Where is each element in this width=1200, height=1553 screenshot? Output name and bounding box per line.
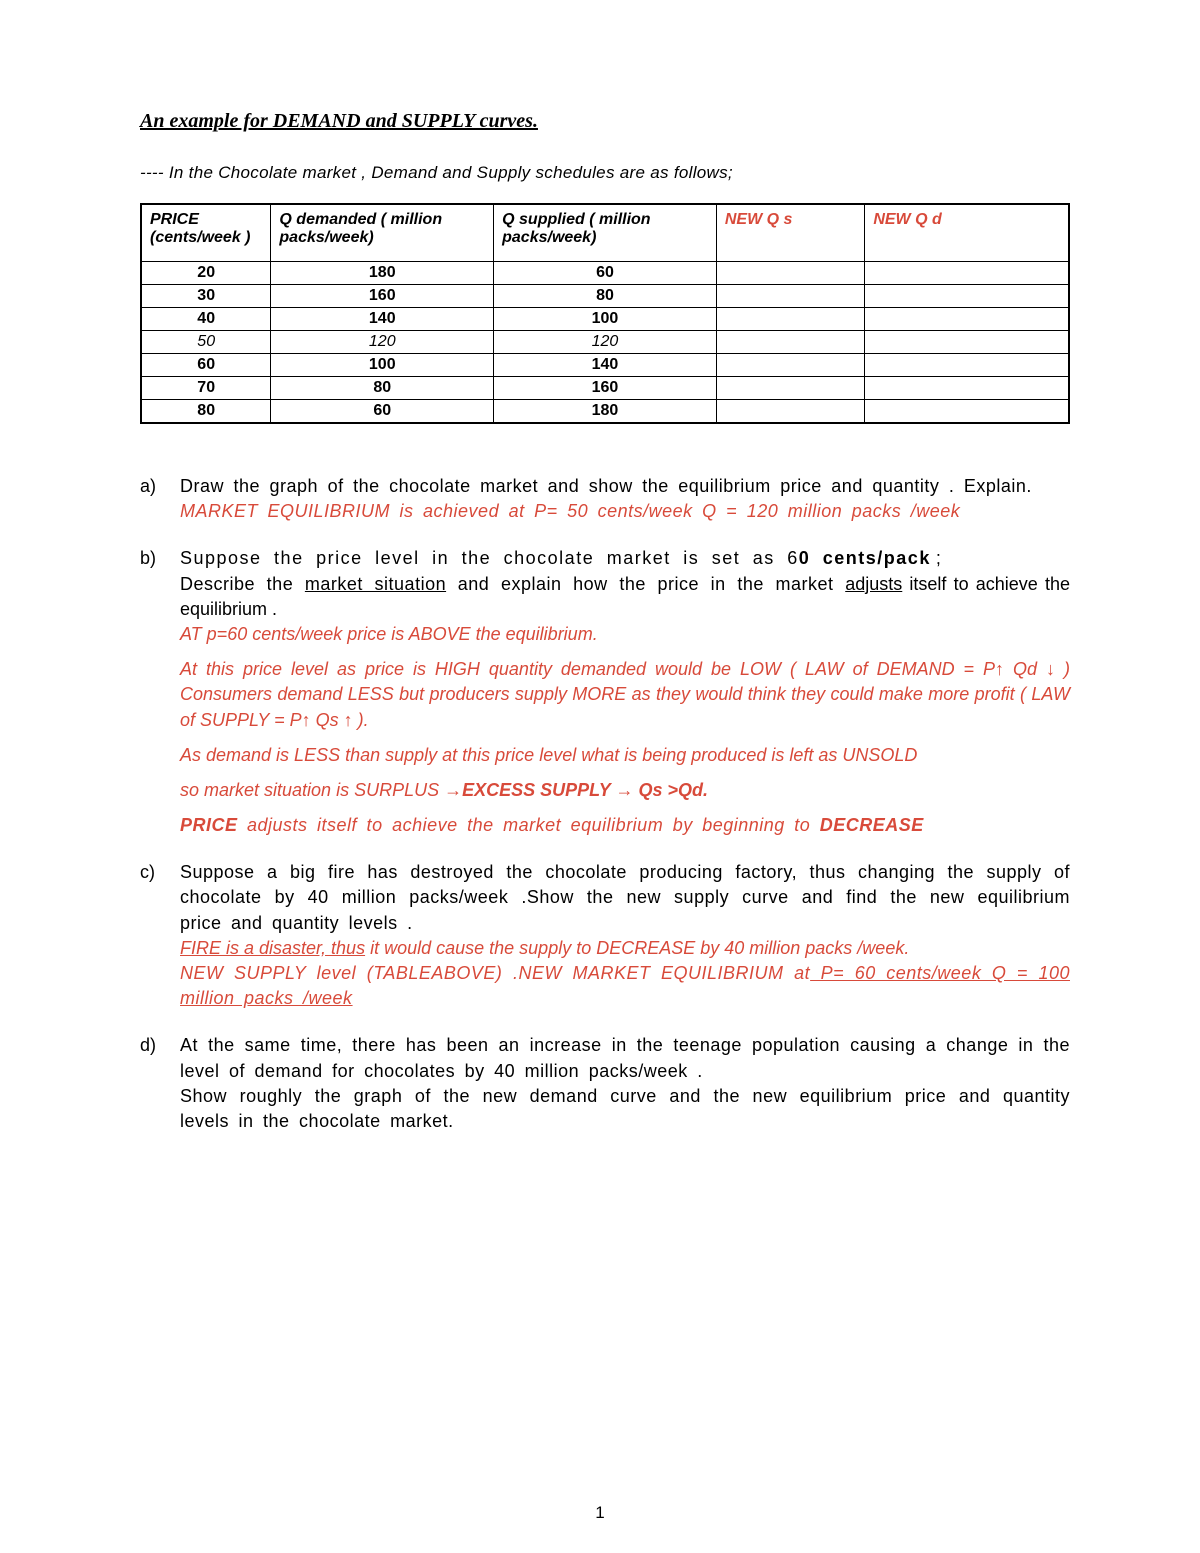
- table-cell: [716, 285, 864, 308]
- answer-c-2: NEW SUPPLY level (TABLEABOVE) .NEW MARKE…: [180, 963, 1070, 1008]
- answer-b-5-pre: PRICE: [180, 815, 238, 835]
- question-d-line2: Show roughly the graph of the new demand…: [180, 1086, 1070, 1131]
- question-c: Suppose a big fire has destroyed the cho…: [140, 860, 1070, 1011]
- question-a: Draw the graph of the chocolate market a…: [140, 474, 1070, 524]
- table-cell: [865, 285, 1069, 308]
- table-cell: 160: [494, 377, 717, 400]
- table-cell: 20: [141, 262, 271, 285]
- table-cell: 140: [494, 354, 717, 377]
- table-cell: 60: [494, 262, 717, 285]
- answer-b-5-bold: DECREASE: [820, 815, 924, 835]
- question-a-text: Draw the graph of the chocolate market a…: [180, 476, 1032, 496]
- answer-b-5-mid: adjusts itself to achieve the market equ…: [238, 815, 820, 835]
- answer-c-2-pre: NEW SUPPLY level (TABLEABOVE) .NEW MARKE…: [180, 963, 810, 983]
- question-b-line1-bold: 0 cents/pack: [799, 548, 931, 568]
- answer-b-1: AT p=60 cents/week price is ABOVE the eq…: [180, 624, 598, 644]
- page-title: An example for DEMAND and SUPPLY curves.: [140, 110, 1070, 133]
- question-d: At the same time, there has been an incr…: [140, 1033, 1070, 1134]
- table-cell: [716, 331, 864, 354]
- table-row: 50120120: [141, 331, 1069, 354]
- table-body: 2018060301608040140100501201206010014070…: [141, 262, 1069, 424]
- table-cell: 80: [141, 400, 271, 424]
- question-c-text: Suppose a big fire has destroyed the cho…: [180, 862, 1070, 932]
- table-cell: [865, 262, 1069, 285]
- table-cell: 30: [141, 285, 271, 308]
- question-b-line1-pre: Suppose the price level in the chocolate…: [180, 548, 799, 568]
- table-cell: [865, 400, 1069, 424]
- table-header-cell: Q supplied ( million packs/week): [494, 204, 717, 262]
- table-row: 2018060: [141, 262, 1069, 285]
- answer-c-1-u: FIRE is a disaster, thus: [180, 938, 365, 958]
- table-header-cell: Q demanded ( million packs/week): [271, 204, 494, 262]
- answer-c-1: FIRE is a disaster, thus it would cause …: [180, 938, 909, 958]
- table-cell: 140: [271, 308, 494, 331]
- answer-b-2: At this price level as price is HIGH qua…: [180, 657, 1070, 733]
- answer-b-4: so market situation is SURPLUS →EXCESS S…: [180, 778, 1070, 803]
- question-d-line1: At the same time, there has been an incr…: [180, 1035, 1070, 1080]
- table-cell: 40: [141, 308, 271, 331]
- table-row: 3016080: [141, 285, 1069, 308]
- table-header-cell: PRICE (cents/week ): [141, 204, 271, 262]
- answer-c-1-tail: it would cause the supply to DECREASE by…: [365, 938, 909, 958]
- table-cell: [716, 262, 864, 285]
- table-row: 60100140: [141, 354, 1069, 377]
- table-cell: [716, 377, 864, 400]
- table-header-cell: NEW Q s: [716, 204, 864, 262]
- question-b-line2-mid: and explain how the price in the market: [446, 574, 845, 594]
- document-page: An example for DEMAND and SUPPLY curves.…: [0, 0, 1200, 1553]
- question-b: Suppose the price level in the chocolate…: [140, 546, 1070, 838]
- table-cell: [865, 308, 1069, 331]
- answer-b-5: PRICE adjusts itself to achieve the mark…: [180, 813, 1070, 838]
- page-number: 1: [0, 1503, 1200, 1523]
- intro-line: ---- In the Chocolate market , Demand an…: [140, 163, 1070, 183]
- table-cell: 100: [494, 308, 717, 331]
- table-cell: 70: [141, 377, 271, 400]
- table-cell: [865, 354, 1069, 377]
- question-b-line2-u2: adjusts: [845, 574, 902, 594]
- table-cell: [716, 400, 864, 424]
- table-cell: [865, 331, 1069, 354]
- table-cell: 60: [271, 400, 494, 424]
- question-b-line2-u1: market situation: [305, 574, 446, 594]
- answer-a-1: MARKET EQUILIBRIUM is achieved at P= 50 …: [180, 501, 960, 521]
- table-cell: 60: [141, 354, 271, 377]
- table-cell: 160: [271, 285, 494, 308]
- table-cell: 180: [271, 262, 494, 285]
- table-cell: [716, 354, 864, 377]
- table-cell: 180: [494, 400, 717, 424]
- answer-b-4-bold: →EXCESS SUPPLY → Qs >Qd.: [444, 780, 708, 800]
- table-row: 40140100: [141, 308, 1069, 331]
- question-list: Draw the graph of the chocolate market a…: [140, 474, 1070, 1134]
- answer-b-4-pre: so market situation is SURPLUS: [180, 780, 444, 800]
- table-cell: 80: [271, 377, 494, 400]
- table-header-row: PRICE (cents/week )Q demanded ( million …: [141, 204, 1069, 262]
- table-row: 8060180: [141, 400, 1069, 424]
- supply-demand-table: PRICE (cents/week )Q demanded ( million …: [140, 203, 1070, 424]
- table-cell: 50: [141, 331, 271, 354]
- question-b-line1-tail: ;: [931, 548, 941, 568]
- table-cell: 80: [494, 285, 717, 308]
- table-cell: 100: [271, 354, 494, 377]
- table-cell: [865, 377, 1069, 400]
- question-b-line2-pre: Describe the: [180, 574, 305, 594]
- answer-b-3: As demand is LESS than supply at this pr…: [180, 743, 1070, 768]
- table-row: 7080160: [141, 377, 1069, 400]
- table-cell: [716, 308, 864, 331]
- table-cell: 120: [271, 331, 494, 354]
- table-cell: 120: [494, 331, 717, 354]
- table-header-cell: NEW Q d: [865, 204, 1069, 262]
